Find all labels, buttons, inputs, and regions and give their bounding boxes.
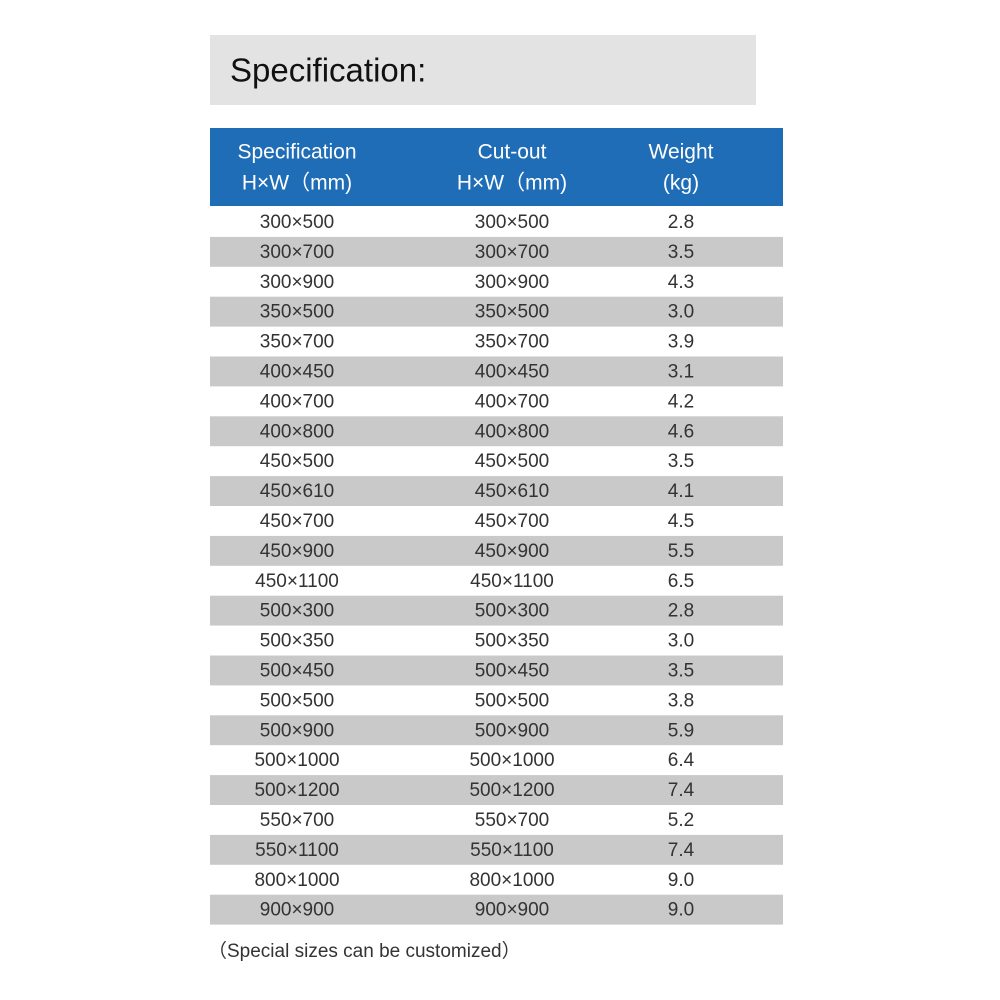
table-cell: 450×610	[475, 481, 550, 502]
table-cell: 450×1100	[255, 571, 339, 592]
table-cell: 500×350	[475, 631, 550, 652]
table-cell: 4.1	[668, 481, 694, 502]
row-stripe	[210, 595, 783, 626]
table-cell: 500×500	[475, 690, 550, 711]
table-cell: 400×800	[475, 421, 550, 442]
table-cell: 4.5	[668, 511, 694, 532]
table-cell: 3.5	[668, 451, 694, 472]
row-stripe	[210, 236, 783, 267]
row-stripe	[210, 535, 783, 566]
table-cell: 500×450	[475, 660, 550, 681]
title-box	[210, 35, 756, 105]
row-stripe	[210, 775, 783, 805]
table-cell: 5.5	[668, 541, 694, 562]
row-stripe	[210, 296, 783, 327]
table-cell: 300×900	[260, 272, 335, 293]
table-cell: 450×900	[475, 541, 550, 562]
table-cell: 4.2	[668, 391, 694, 412]
table-cell: 3.8	[668, 690, 694, 711]
row-stripe	[210, 834, 783, 865]
table-cell: 550×1100	[255, 840, 339, 861]
table-cell: 550×1100	[470, 840, 554, 861]
table-cell: 400×450	[260, 361, 335, 382]
table-cell: 5.9	[668, 720, 694, 741]
table-cell: 550×700	[475, 810, 550, 831]
table-cell: 400×800	[260, 421, 335, 442]
table-cell: 450×610	[260, 481, 335, 502]
table-cell: 500×350	[260, 631, 335, 652]
table-cell: 3.1	[668, 361, 694, 382]
table-cell: 500×300	[475, 601, 550, 622]
table-cell: 300×700	[260, 242, 335, 263]
table-cell: 500×300	[260, 601, 335, 622]
table-cell: 5.2	[668, 810, 694, 831]
table-cell: 300×900	[475, 272, 550, 293]
table-cell: 450×500	[475, 451, 550, 472]
header-cell: H×W（mm)	[457, 172, 567, 195]
table-cell: 450×1100	[470, 571, 554, 592]
title: Specification:	[230, 52, 426, 89]
row-stripe	[210, 416, 783, 447]
table-cell: 300×700	[475, 242, 550, 263]
table-cell: 6.5	[668, 571, 694, 592]
table-cell: 3.0	[668, 302, 694, 323]
table-cell: 500×1000	[469, 750, 554, 771]
table-cell: 350×700	[260, 332, 335, 353]
table-cell: 550×700	[260, 810, 335, 831]
table-cell: 500×1200	[254, 780, 339, 801]
table-cell: 800×1000	[254, 870, 339, 891]
table-cell: 500×1000	[254, 750, 339, 771]
table-cell: 300×500	[260, 212, 335, 233]
table-cell: 3.0	[668, 631, 694, 652]
table-cell: 500×1200	[469, 780, 554, 801]
table-cell: 900×900	[475, 900, 550, 921]
header-cell: Weight	[649, 141, 714, 164]
table-cell: 450×500	[260, 451, 335, 472]
table-cell: 500×900	[475, 720, 550, 741]
table-cell: 7.4	[668, 780, 695, 801]
table-cell: 450×700	[475, 511, 550, 532]
row-stripe	[210, 356, 783, 387]
table-cell: 7.4	[668, 840, 695, 861]
table-cell: 350×500	[475, 302, 550, 323]
header-cell: H×W（mm)	[242, 172, 352, 195]
table-cell: 4.3	[668, 272, 694, 293]
note: （Special sizes can be customized）	[208, 940, 521, 962]
table-cell: 400×450	[475, 361, 550, 382]
table-cell: 350×700	[475, 332, 550, 353]
table-cell: 400×700	[475, 391, 550, 412]
header-cell: Cut-out	[478, 141, 547, 164]
header-cell: (kg)	[663, 172, 699, 195]
table-cell: 9.0	[668, 870, 694, 891]
table-cell: 500×450	[260, 660, 335, 681]
table-cell: 450×900	[260, 541, 335, 562]
header-cell: Specification	[237, 141, 356, 164]
row-stripe	[210, 715, 783, 746]
table-cell: 6.4	[668, 750, 695, 771]
table-cell: 450×700	[260, 511, 335, 532]
table-cell: 800×1000	[469, 870, 554, 891]
table-cell: 3.5	[668, 242, 694, 263]
table-cell: 9.0	[668, 900, 694, 921]
table-header	[210, 128, 783, 206]
table-cell: 400×700	[260, 391, 335, 412]
table-cell: 500×500	[260, 690, 335, 711]
row-stripe	[210, 655, 783, 686]
table-cell: 2.8	[668, 212, 694, 233]
table-cell: 350×500	[260, 302, 335, 323]
row-stripe	[210, 476, 783, 506]
table-cell: 500×900	[260, 720, 335, 741]
table-cell: 300×500	[475, 212, 550, 233]
row-stripe	[210, 894, 783, 925]
table-cell: 4.6	[668, 421, 694, 442]
table-cell: 3.5	[668, 660, 694, 681]
table-cell: 2.8	[668, 601, 694, 622]
table-cell: 900×900	[260, 900, 335, 921]
table-cell: 3.9	[668, 332, 694, 353]
